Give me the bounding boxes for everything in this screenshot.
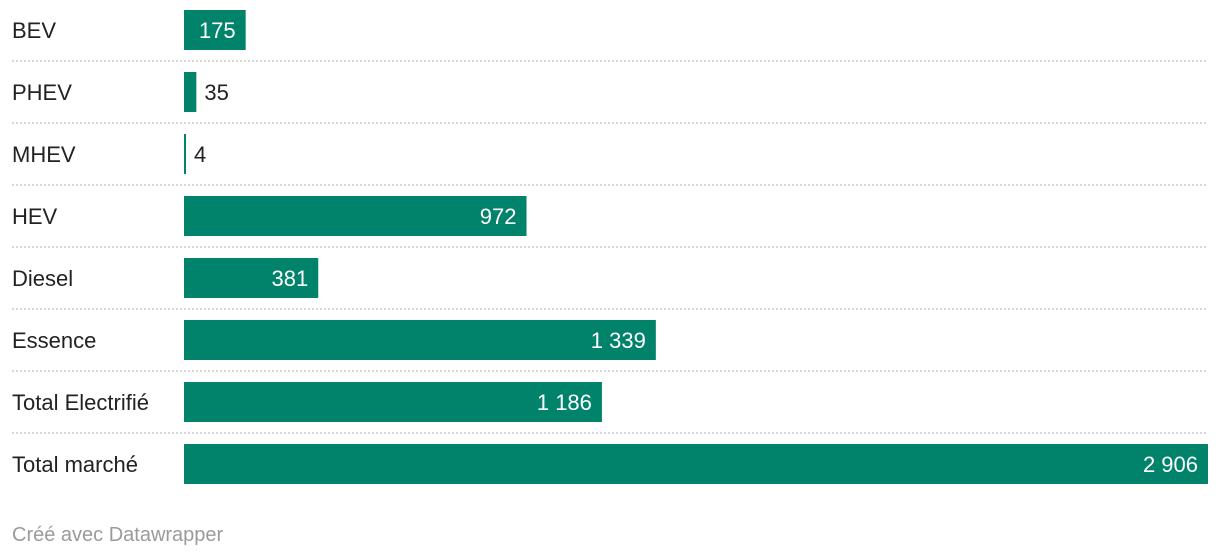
category-label-essence: Essence bbox=[12, 328, 96, 353]
bar-phev bbox=[184, 72, 197, 112]
bar-row-total-marche: Total marché 2 906 bbox=[12, 444, 1208, 484]
category-label-total-marche: Total marché bbox=[12, 452, 138, 477]
bar-total-electrifie bbox=[184, 382, 602, 422]
bar-row-hev: HEV 972 bbox=[12, 196, 527, 236]
bar-chart: BEV 175 PHEV 35 MHEV 4 HEV 972 Diesel 381 Essence 1… bbox=[12, 10, 1208, 484]
value-label-bev: 175 bbox=[199, 18, 236, 43]
category-label-mhev: MHEV bbox=[12, 142, 76, 167]
value-label-phev: 35 bbox=[204, 80, 228, 105]
value-label-hev: 972 bbox=[480, 204, 517, 229]
category-label-hev: HEV bbox=[12, 204, 58, 229]
bar-total-marche bbox=[184, 444, 1208, 484]
category-label-total-electrifie: Total Electrifié bbox=[12, 390, 149, 415]
value-label-essence: 1 339 bbox=[591, 328, 646, 353]
value-label-diesel: 381 bbox=[272, 266, 309, 291]
value-label-total-marche: 2 906 bbox=[1143, 452, 1198, 477]
footer-credit[interactable]: Créé avec Datawrapper bbox=[12, 524, 224, 546]
bar-hev bbox=[184, 196, 527, 236]
bar-row-total-electrifie: Total Electrifié 1 186 bbox=[12, 382, 602, 422]
bar-mhev bbox=[184, 134, 186, 174]
category-label-diesel: Diesel bbox=[12, 266, 73, 291]
bar-essence bbox=[184, 320, 656, 360]
bar-bev bbox=[184, 10, 246, 50]
bar-row-essence: Essence 1 339 bbox=[12, 320, 656, 360]
bar-row-bev: BEV 175 bbox=[12, 10, 246, 50]
value-label-total-electrifie: 1 186 bbox=[537, 390, 592, 415]
bar-row-mhev: MHEV 4 bbox=[12, 134, 206, 174]
category-label-phev: PHEV bbox=[12, 80, 72, 105]
category-label-bev: BEV bbox=[12, 18, 56, 43]
bar-diesel bbox=[184, 258, 319, 298]
bar-row-phev: PHEV 35 bbox=[12, 72, 229, 112]
value-label-mhev: 4 bbox=[194, 142, 206, 167]
bar-row-diesel: Diesel 381 bbox=[12, 258, 319, 298]
